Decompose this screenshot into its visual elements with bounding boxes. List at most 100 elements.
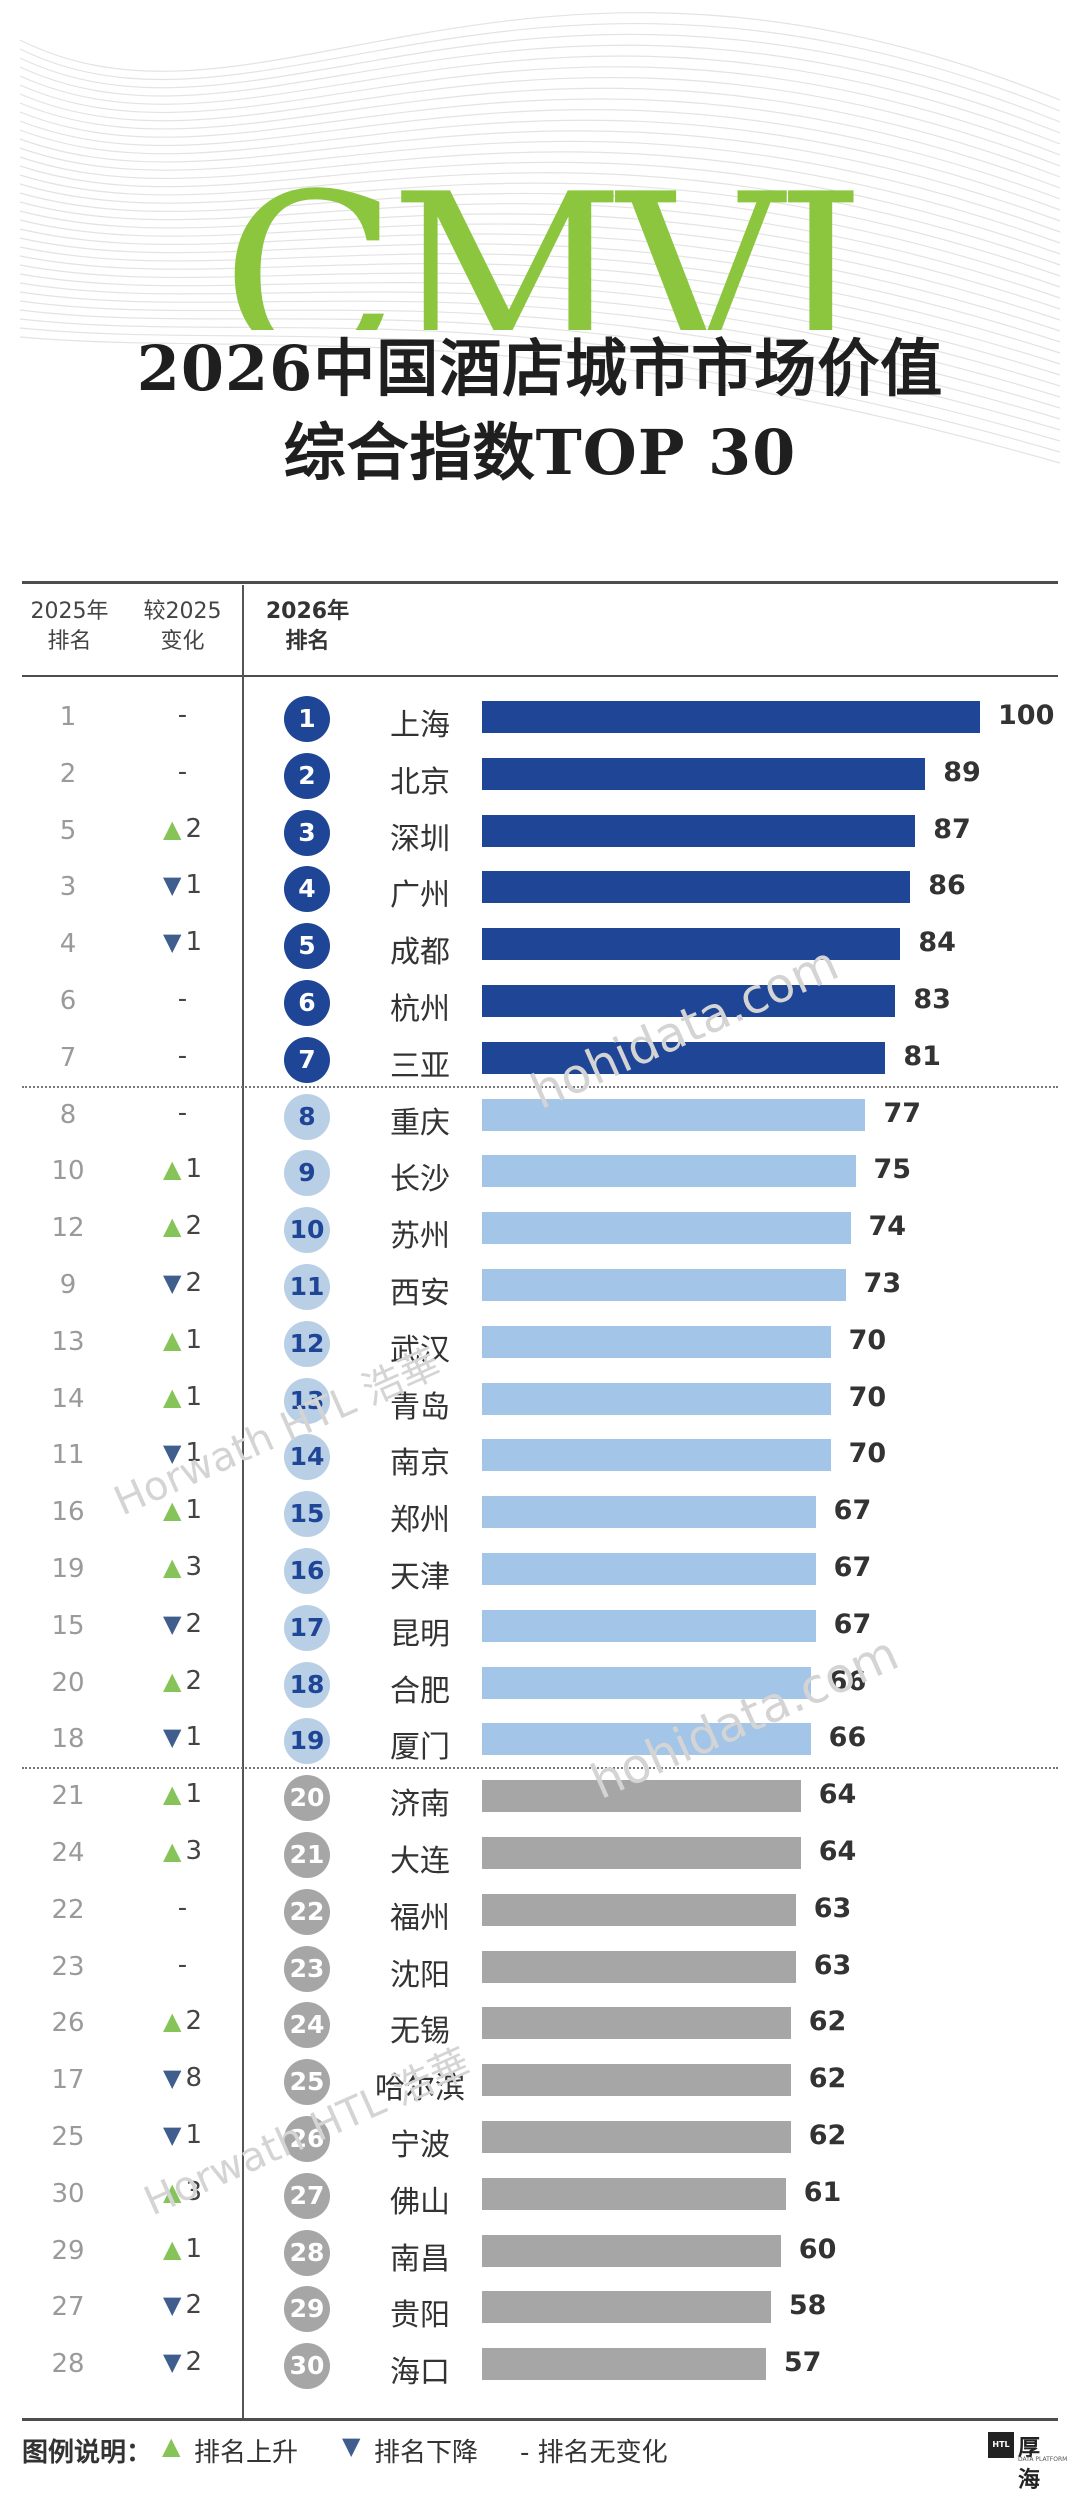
rank-2025-label: 30 <box>51 2178 85 2209</box>
wave-line <box>19 219 1061 321</box>
rank-2026-badge: 6 <box>284 980 330 1026</box>
rank-change-label: ▼ 1 <box>140 927 225 957</box>
up-triangle-icon: ▲ <box>162 2234 182 2263</box>
brand-logo: HTL 厚海 DATA PLATFORM <box>988 2430 1067 2493</box>
rank-change-value: 1 <box>185 1722 202 1753</box>
rank-change-value: - <box>177 1097 188 1128</box>
rank-change-value: 1 <box>185 870 202 901</box>
up-triangle-icon: ▲ <box>162 2177 182 2206</box>
ranking-row: 20 ▲ 2 18 合肥 66 <box>0 1656 1080 1713</box>
legend-up-label: 排名上升 <box>194 2438 299 2468</box>
ranking-row: 28 ▼ 2 30 海口 57 <box>0 2337 1080 2394</box>
rank-change-label: ▲ 3 <box>140 2177 225 2207</box>
city-label: 武汉 <box>390 1332 450 1368</box>
rank-2026-badge: 22 <box>284 1888 330 1935</box>
city-label: 哈尔滨 <box>375 2071 465 2107</box>
wave-line <box>19 201 1061 299</box>
city-label: 宁波 <box>390 2128 450 2163</box>
legend: 图例说明： ▲ 排名上升 ▼ 排名下降 - 排名无变化 <box>22 2432 1058 2480</box>
wave-line <box>19 151 1061 244</box>
rank-2026-badge: 5 <box>284 923 330 970</box>
city-label: 无锡 <box>390 2014 450 2050</box>
rank-change-value: 1 <box>185 2120 202 2150</box>
rank-2026-badge: 30 <box>284 2343 330 2390</box>
rank-2025-label: 28 <box>51 2349 85 2380</box>
rank-2025-label: 9 <box>59 1270 77 1300</box>
rank-change-value: 1 <box>185 1495 202 1526</box>
rank-change-value: 1 <box>185 1381 202 1412</box>
index-value-label: 70 <box>848 1438 887 1470</box>
index-bar <box>482 1723 811 1756</box>
rank-2026-badge: 12 <box>284 1320 330 1367</box>
up-triangle-icon: ▲ <box>162 1496 182 1525</box>
index-value-label: 100 <box>998 700 1055 731</box>
index-value-label: 62 <box>808 2120 847 2151</box>
index-value-label: 70 <box>848 1381 887 1413</box>
index-bar <box>482 1893 796 1926</box>
rank-change-label: - <box>140 984 225 1014</box>
index-value-label: 74 <box>868 1211 907 1243</box>
header-change-line2: 变化 <box>160 629 205 654</box>
rank-2025-label: 4 <box>59 929 77 960</box>
rank-change-label: ▲ 1 <box>140 1495 225 1525</box>
up-triangle-icon: ▲ <box>162 1553 182 1581</box>
top-rule <box>22 581 1058 584</box>
ranking-row: 30 ▲ 3 27 佛山 61 <box>0 2167 1080 2224</box>
ranking-row: 14 ▲ 1 13 青岛 70 <box>0 1372 1080 1429</box>
index-value-label: 67 <box>833 1495 872 1527</box>
index-value-label: 86 <box>928 870 966 902</box>
rank-2025-label: 5 <box>59 815 77 846</box>
ranking-row: 8 - 8 重庆 77 <box>0 1088 1080 1145</box>
background-wave-decoration <box>19 12 1061 464</box>
ranking-row: 23 - 23 沈阳 63 <box>0 1940 1080 1997</box>
rank-2026-badge: 21 <box>284 1832 330 1878</box>
ranking-row: 12 ▲ 2 10 苏州 74 <box>0 1201 1080 1258</box>
rank-2025-label: 14 <box>51 1383 85 1414</box>
index-value-label: 67 <box>833 1608 872 1640</box>
rank-change-label: - <box>140 1041 225 1071</box>
logo-subtext: DATA PLATFORM <box>1018 2456 1068 2463</box>
index-bar <box>482 1212 851 1245</box>
rank-2026-badge: 28 <box>284 2229 330 2276</box>
city-label: 大连 <box>390 1844 450 1879</box>
city-label: 佛山 <box>390 2184 450 2220</box>
city-label: 成都 <box>390 935 450 971</box>
logo-text: 厚海 <box>1018 2436 1041 2493</box>
rank-change-label: ▲ 2 <box>140 2006 225 2036</box>
index-bar <box>482 2177 786 2210</box>
rank-2026-badge: 25 <box>284 2059 330 2106</box>
rank-change-label: ▲ 3 <box>140 1552 225 1582</box>
rank-2026-badge: 29 <box>284 2286 330 2333</box>
index-value-label: 75 <box>873 1154 912 1186</box>
rank-2025-label: 27 <box>51 2292 85 2323</box>
rank-2025-label: 21 <box>51 1781 85 1812</box>
wave-line <box>19 246 1061 354</box>
index-bar <box>482 1950 796 1983</box>
legend-down-triangle-icon: ▼ <box>342 2432 361 2460</box>
logo-mark-icon: HTL <box>988 2432 1014 2458</box>
index-value-label: 84 <box>918 927 956 959</box>
wave-line <box>19 264 1061 376</box>
ranking-row: 6 - 6 杭州 83 <box>0 974 1080 1031</box>
city-label: 广州 <box>390 878 450 914</box>
up-triangle-icon: ▲ <box>162 1666 182 1695</box>
rank-change-label: ▼ 1 <box>140 870 225 900</box>
ranking-row: 5 ▲ 2 3 深圳 87 <box>0 804 1080 861</box>
up-triangle-icon: ▲ <box>162 1155 182 1184</box>
index-bar <box>482 985 896 1017</box>
city-label: 合肥 <box>390 1673 450 1709</box>
header-rule <box>22 675 1058 677</box>
city-label: 厦门 <box>390 1730 450 1766</box>
ranking-row: 24 ▲ 3 21 大连 64 <box>0 1826 1080 1883</box>
rank-2026-badge: 9 <box>284 1150 330 1197</box>
rank-2025-label: 17 <box>51 2065 85 2096</box>
rank-2025-label: 16 <box>51 1497 85 1528</box>
rank-2026-badge: 18 <box>284 1661 330 1708</box>
ranking-row: 9 ▼ 2 11 西安 73 <box>0 1258 1080 1315</box>
rank-change-value: 1 <box>185 2233 202 2264</box>
bottom-rule <box>22 2418 1058 2421</box>
rank-change-value: 1 <box>185 1154 202 1185</box>
wave-line <box>19 130 1061 222</box>
index-value-label: 66 <box>828 1665 867 1697</box>
